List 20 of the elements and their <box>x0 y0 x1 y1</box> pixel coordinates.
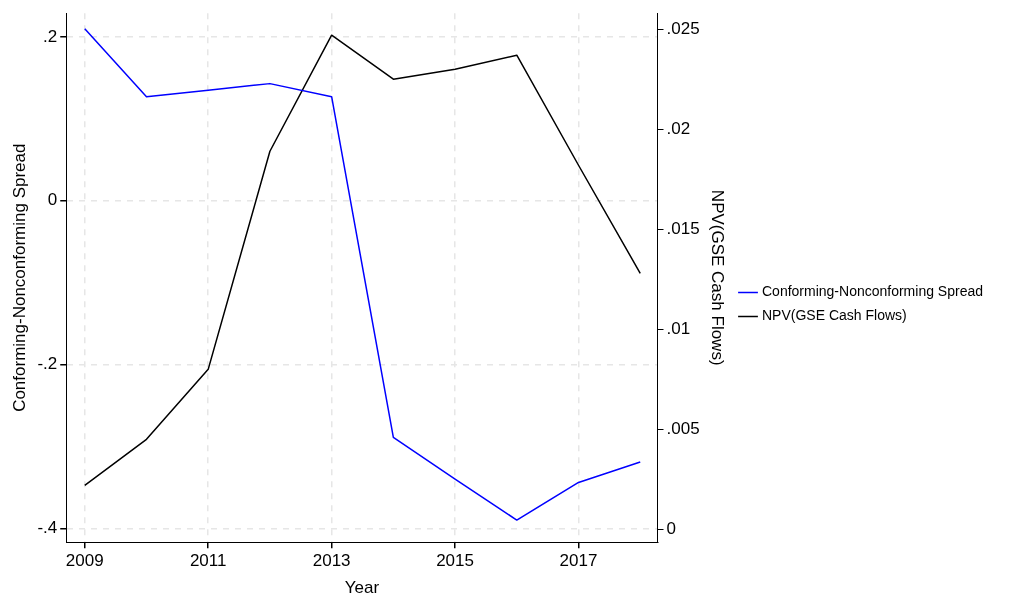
y2-tick-label: .02 <box>666 118 691 138</box>
y2-tick-label: .015 <box>666 218 700 238</box>
x-tick-label: 2011 <box>189 551 227 571</box>
legend-label: NPV(GSE Cash Flows) <box>762 307 907 324</box>
x-axis-title: Year <box>344 578 380 598</box>
x-tick-label: 2017 <box>559 551 598 571</box>
y2-tick-label: 0 <box>666 519 676 539</box>
y-tick-label: 0 <box>47 190 58 210</box>
y-tick-label: .2 <box>43 26 58 46</box>
y2-tick-label: .025 <box>666 18 700 38</box>
y-tick-label: -.4 <box>37 517 58 537</box>
x-tick-label: 2013 <box>312 551 351 571</box>
y2-tick-label: .01 <box>666 319 691 339</box>
y-axis-title: Conforming-Nonconforming Spread <box>9 143 29 412</box>
x-tick-label: 2015 <box>436 551 474 571</box>
y2-axis-title: NPV(GSE Cash Flows) <box>708 189 728 366</box>
y2-tick-label: .005 <box>666 419 700 439</box>
x-tick-label: 2009 <box>65 551 104 571</box>
y-tick-label: -.2 <box>37 354 58 374</box>
legend-label: Conforming-Nonconforming Spread <box>762 283 983 300</box>
